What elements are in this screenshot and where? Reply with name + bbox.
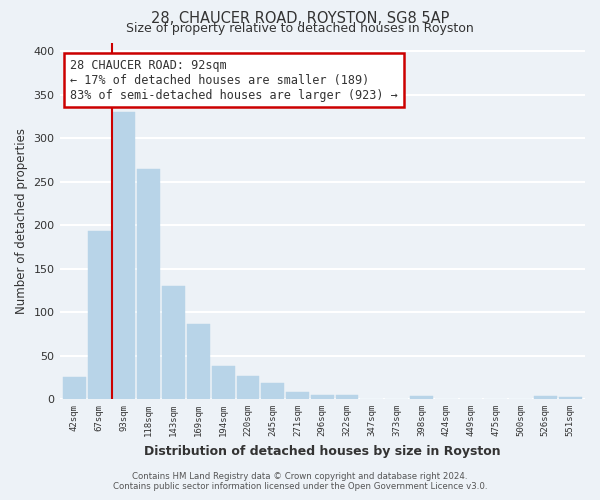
Bar xyxy=(162,286,185,399)
X-axis label: Distribution of detached houses by size in Royston: Distribution of detached houses by size … xyxy=(144,444,500,458)
Text: Size of property relative to detached houses in Royston: Size of property relative to detached ho… xyxy=(126,22,474,35)
Bar xyxy=(212,366,235,399)
Bar xyxy=(88,231,110,399)
Bar xyxy=(63,378,86,399)
Y-axis label: Number of detached properties: Number of detached properties xyxy=(15,128,28,314)
Bar xyxy=(335,394,358,399)
Bar xyxy=(286,392,309,399)
Bar xyxy=(410,396,433,399)
Bar xyxy=(113,112,136,399)
Text: Contains HM Land Registry data © Crown copyright and database right 2024.
Contai: Contains HM Land Registry data © Crown c… xyxy=(113,472,487,491)
Bar xyxy=(261,384,284,399)
Bar xyxy=(559,398,581,399)
Text: 28, CHAUCER ROAD, ROYSTON, SG8 5AP: 28, CHAUCER ROAD, ROYSTON, SG8 5AP xyxy=(151,11,449,26)
Bar xyxy=(137,168,160,399)
Bar xyxy=(311,394,334,399)
Bar xyxy=(187,324,210,399)
Text: 28 CHAUCER ROAD: 92sqm
← 17% of detached houses are smaller (189)
83% of semi-de: 28 CHAUCER ROAD: 92sqm ← 17% of detached… xyxy=(70,58,398,102)
Bar xyxy=(236,376,259,399)
Bar xyxy=(534,396,557,399)
